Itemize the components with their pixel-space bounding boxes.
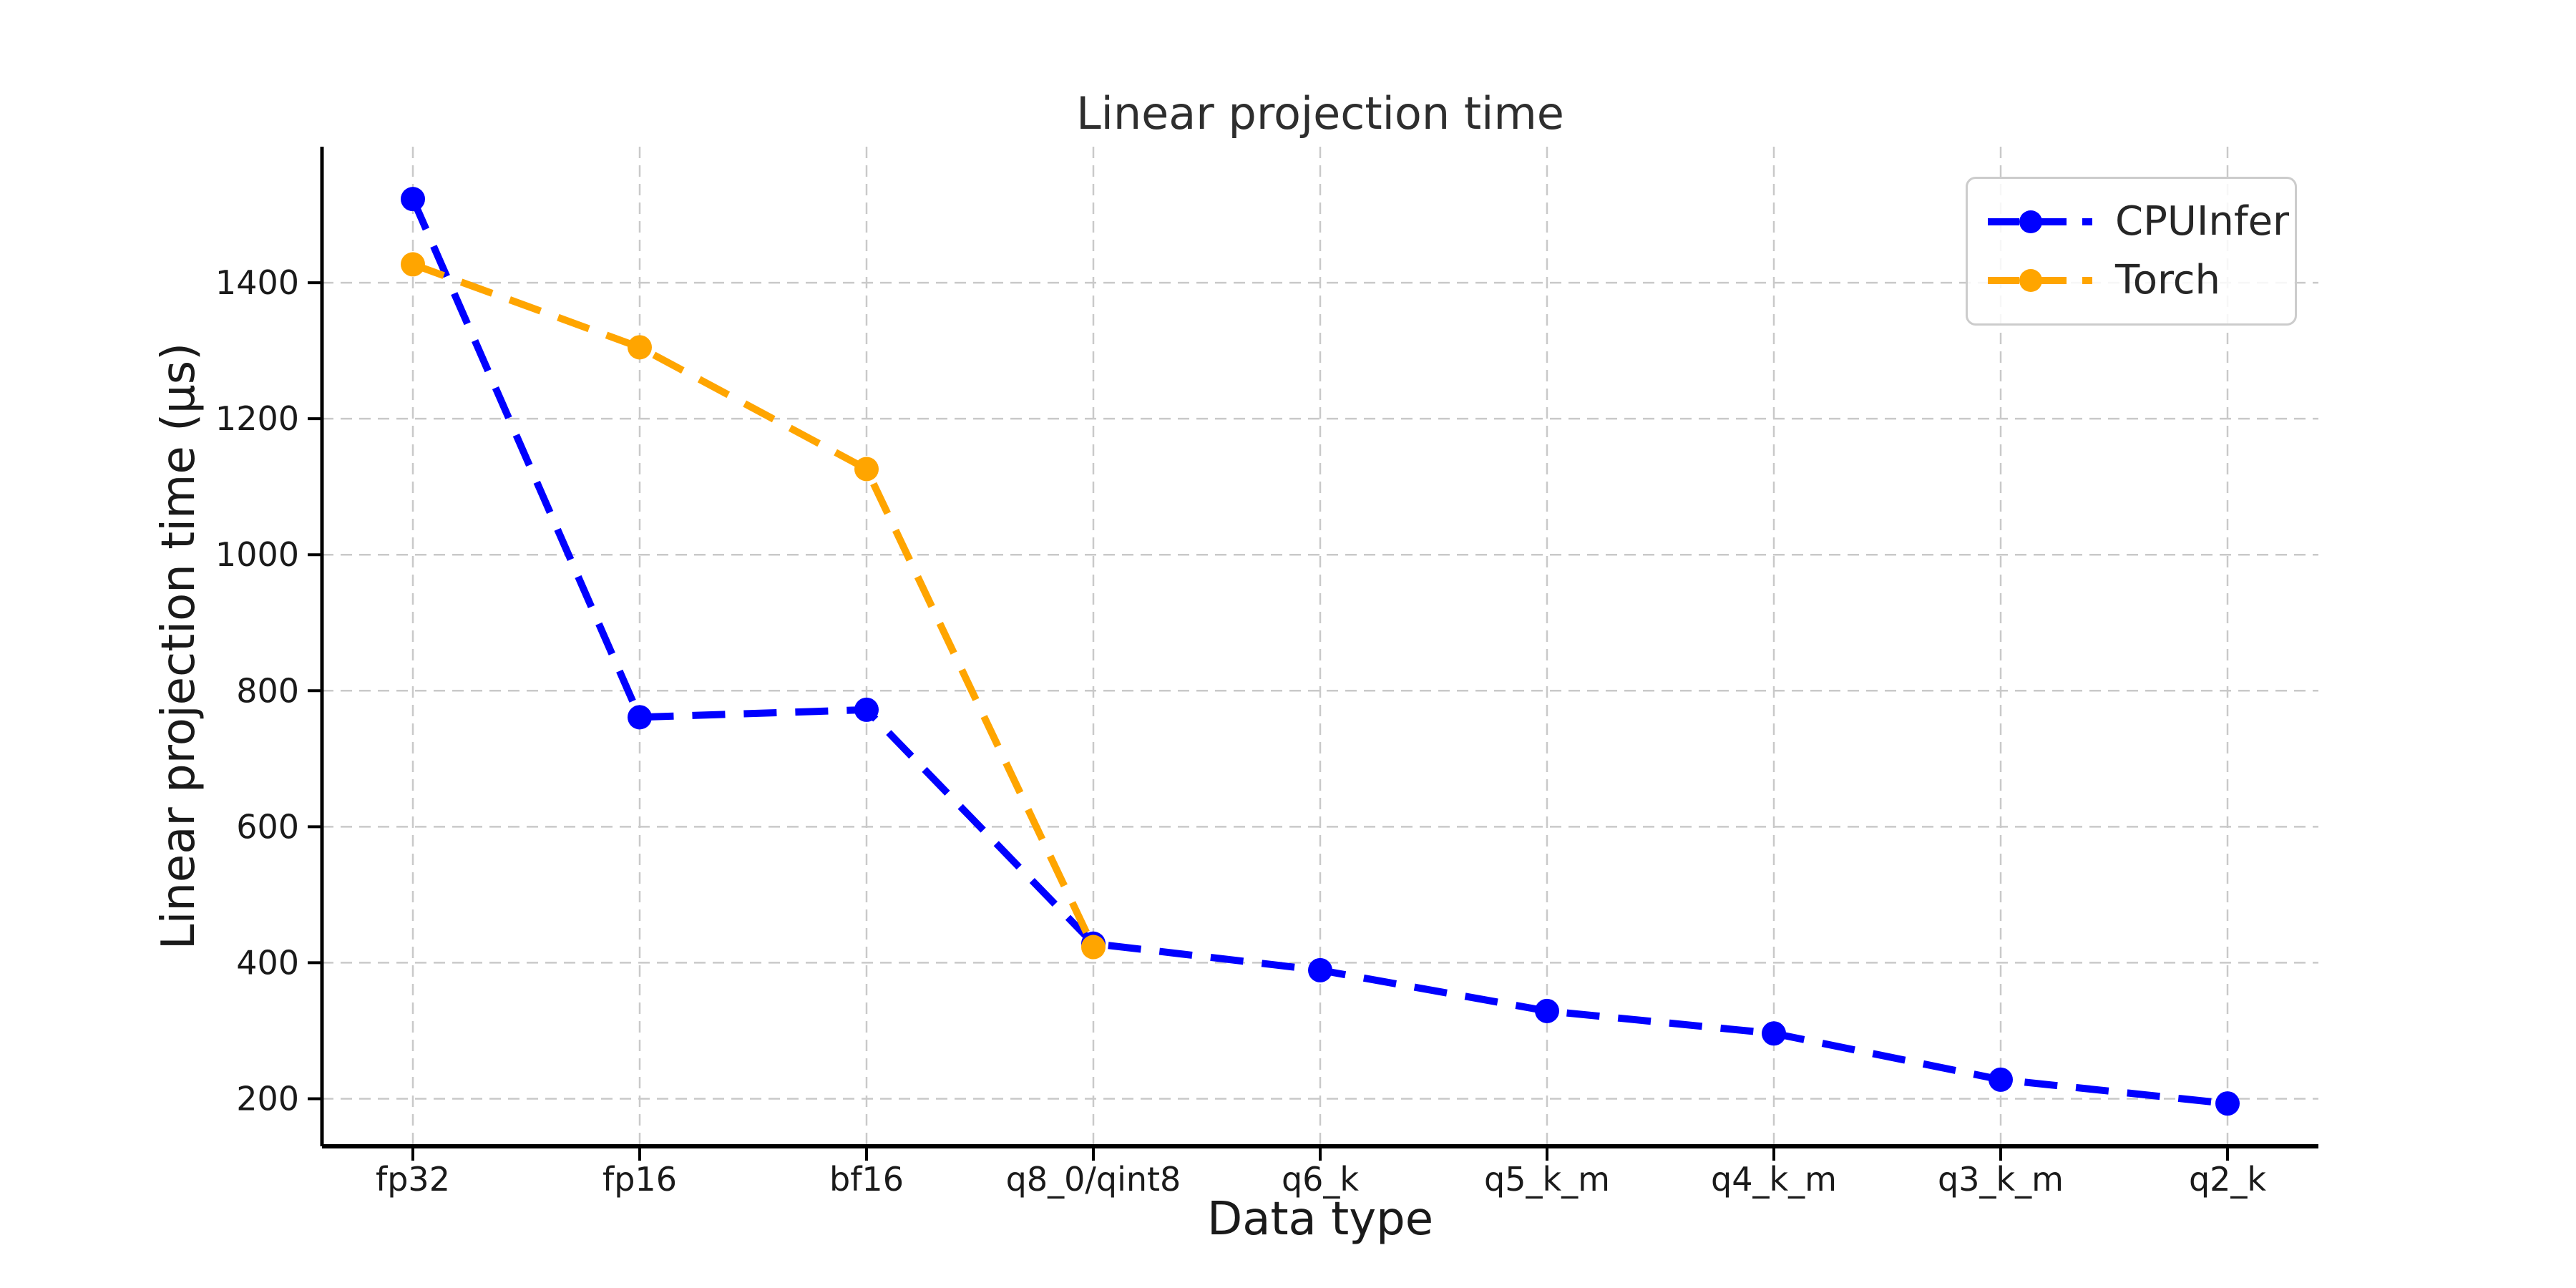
data-point-cpuinfer-q2_k [2215,1091,2240,1116]
chart-title: Linear projection time [1076,87,1564,140]
legend-label: Torch [2115,257,2221,303]
y-tick-label: 400 [236,943,299,982]
legend-item-cpuinfer: CPUInfer [1986,202,2295,242]
x-tick-label: bf16 [829,1160,904,1199]
y-tick-label: 200 [236,1079,299,1118]
data-point-torch-fp16 [628,335,652,360]
y-tick-label: 1000 [215,535,299,574]
x-tick-label: q5_k_m [1484,1160,1610,1199]
data-point-torch-bf16 [854,457,879,482]
x-tick-label: fp32 [376,1160,450,1199]
data-point-cpuinfer-q3_k_m [1989,1067,2013,1092]
data-point-cpuinfer-fp16 [628,705,652,730]
data-point-cpuinfer-fp32 [401,187,425,212]
legend-item-torch: Torch [1986,260,2295,301]
data-point-torch-fp32 [401,252,425,277]
x-tick-label: q8_0/qint8 [1006,1160,1181,1199]
data-point-cpuinfer-q5_k_m [1535,998,1559,1023]
y-tick-label: 600 [236,807,299,846]
legend-label: CPUInfer [2115,198,2290,245]
x-tick-label: q6_k [1282,1160,1359,1199]
legend-marker-torch [1988,269,2092,292]
x-axis-label: Data type [1206,1193,1434,1246]
x-tick-label: fp16 [602,1160,677,1199]
x-tick-label: q4_k_m [1711,1160,1837,1199]
y-axis-label: Linear projection time (µs) [152,342,205,950]
data-point-cpuinfer-q6_k [1308,957,1332,982]
data-point-cpuinfer-bf16 [854,697,879,722]
x-tick-label: q3_k_m [1938,1160,2064,1199]
y-tick-label: 1200 [215,399,299,438]
data-point-torch-q8_0/qint8 [1081,935,1106,960]
data-point-cpuinfer-q4_k_m [1762,1021,1786,1046]
x-tick-label: q2_k [2189,1160,2266,1199]
y-tick-label: 1400 [215,263,299,302]
y-tick-label: 800 [236,671,299,710]
legend-marker-cpuinfer [1988,210,2092,233]
series-line-torch [411,260,1097,949]
legend: CPUInfer Torch [1966,177,2297,326]
